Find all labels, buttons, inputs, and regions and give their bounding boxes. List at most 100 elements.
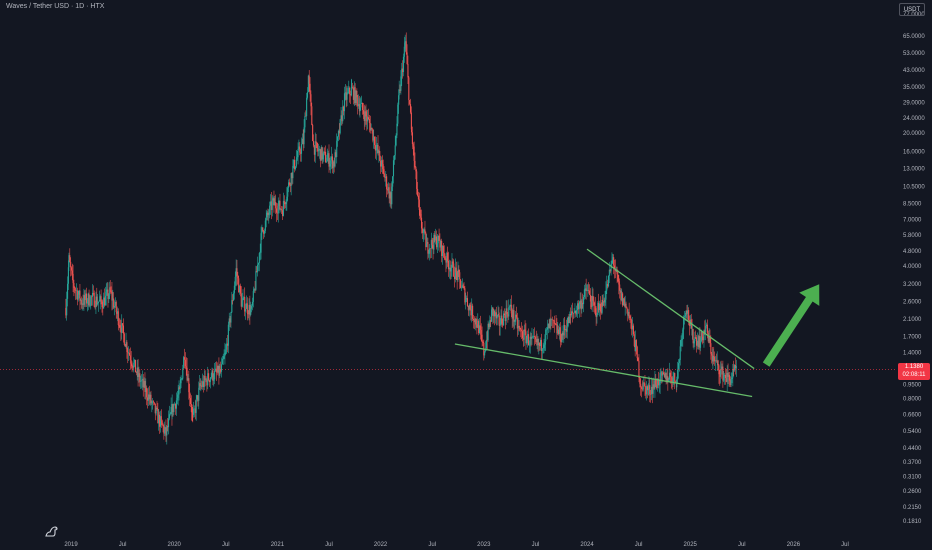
candle-body: [703, 330, 705, 341]
currency-unit-badge[interactable]: USDT: [899, 3, 925, 16]
candle-body: [110, 290, 112, 292]
candle-body: [681, 338, 683, 340]
candle-body: [661, 372, 663, 376]
candle-body: [447, 260, 450, 270]
candle-body: [436, 243, 438, 248]
candle-body: [405, 41, 407, 53]
candle-body: [275, 202, 277, 209]
candle-body: [179, 383, 181, 390]
x-tick-label: 2023: [477, 542, 491, 548]
candle-body: [351, 86, 353, 88]
candle-body: [229, 318, 231, 323]
candle-body: [492, 307, 494, 317]
x-tick-label: Jul: [635, 542, 643, 548]
candle-body: [425, 232, 427, 247]
candle-body: [653, 384, 655, 389]
candle-body: [573, 312, 575, 314]
candle-body: [290, 173, 292, 186]
candle-body: [709, 336, 711, 344]
candle-body: [193, 408, 196, 410]
candle-body: [563, 325, 565, 336]
candle-body: [475, 318, 477, 325]
candle-body: [374, 145, 376, 151]
candle-body: [147, 394, 149, 401]
candle-body: [109, 287, 111, 296]
candle-body: [234, 276, 236, 286]
candle-body: [630, 318, 632, 321]
candle-body: [255, 271, 257, 290]
candle-body: [694, 337, 696, 342]
candle-body: [166, 426, 168, 436]
candle-body: [555, 323, 557, 325]
candle-body: [178, 387, 180, 395]
candle-body: [276, 212, 278, 214]
candle-body: [226, 343, 228, 350]
candle-body: [208, 373, 210, 381]
y-tick-label: 2.6000: [903, 299, 922, 305]
x-tick-label: 2026: [787, 542, 801, 548]
candle-body: [205, 379, 207, 381]
candle-body: [390, 192, 392, 205]
candle-body: [468, 305, 470, 311]
y-tick-label: 0.3700: [903, 460, 922, 466]
candle-body: [252, 291, 254, 302]
candle-body: [325, 161, 327, 163]
candle-body: [535, 339, 537, 343]
candle-body: [516, 317, 518, 329]
candle-body: [501, 315, 503, 324]
candle-body: [606, 284, 608, 291]
candle-body: [172, 404, 174, 413]
y-tick-label: 29.0000: [903, 101, 925, 107]
candle-body: [669, 372, 671, 377]
candle-body: [720, 369, 722, 377]
candle-body: [470, 309, 472, 316]
candle-body: [719, 374, 721, 377]
candle-body: [665, 372, 667, 383]
candle-body: [347, 91, 349, 93]
candle-body: [219, 369, 221, 376]
candle-body: [365, 111, 367, 117]
candle-body: [148, 394, 150, 400]
candle-body: [118, 325, 120, 326]
candle-body: [315, 141, 317, 143]
candle-body: [441, 245, 444, 256]
candle-body: [624, 303, 626, 306]
candle-body: [571, 311, 573, 313]
candle-body: [672, 377, 674, 383]
candle-body: [152, 401, 154, 403]
candle-body: [198, 387, 200, 401]
candle-body: [576, 303, 579, 311]
candle-body: [533, 336, 536, 337]
candle-body: [467, 306, 469, 311]
candle-body: [544, 341, 546, 345]
candle-body: [327, 153, 329, 158]
candle-body: [308, 75, 310, 84]
candle-body: [162, 424, 164, 427]
symbol-title[interactable]: Waves / Tether USD · 1D · HTX: [6, 3, 105, 10]
candle-body: [282, 210, 284, 216]
candle-body: [101, 301, 103, 308]
candle-body: [136, 367, 138, 373]
candle-body: [472, 318, 475, 321]
candle-body: [194, 408, 196, 413]
candle-body: [398, 89, 400, 96]
candle-body: [107, 289, 109, 299]
candle-body: [463, 286, 465, 289]
candle-body: [403, 46, 405, 57]
candle-body: [316, 142, 318, 149]
candle-body: [632, 325, 634, 330]
candle-body: [132, 366, 134, 368]
candle-body: [572, 312, 574, 314]
candle-body: [639, 378, 641, 384]
candle-body: [691, 329, 693, 336]
candle-body: [222, 358, 224, 360]
candle-body: [493, 311, 495, 317]
tradingview-dino-icon[interactable]: [44, 524, 62, 538]
candle-body: [105, 291, 107, 296]
candle-body: [402, 68, 404, 73]
candle-body: [457, 269, 459, 280]
candle-body: [373, 136, 375, 141]
candle-body: [545, 329, 547, 342]
candle-body: [341, 115, 343, 122]
